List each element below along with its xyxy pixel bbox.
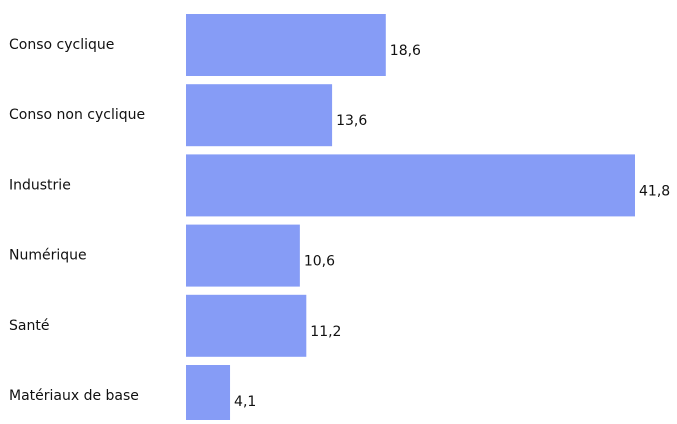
category-label-conso-cyclique: Conso cyclique: [9, 37, 114, 53]
category-label-sante: Santé: [9, 318, 49, 334]
value-label-conso-cyclique: 18,6: [390, 43, 421, 59]
value-label-numerique: 10,6: [304, 254, 335, 270]
value-labels-group: 18,6 13,6 41,8 10,6 11,2 4,1: [234, 43, 670, 410]
bars-group: [186, 14, 635, 424]
value-label-materiaux-de-base: 4,1: [234, 394, 256, 410]
category-label-industrie: Industrie: [9, 177, 71, 193]
bar-numerique: [186, 224, 300, 287]
bar-conso-cyclique: [186, 14, 386, 76]
bar-sante: [186, 294, 307, 357]
value-label-sante: 11,2: [310, 324, 341, 340]
category-label-conso-non-cyclique: Conso non cyclique: [9, 107, 145, 123]
value-label-industrie: 41,8: [639, 183, 670, 199]
bar-conso-non-cyclique: [186, 84, 333, 147]
bar-industrie: [186, 154, 635, 217]
category-labels-group: Conso cyclique Conso non cyclique Industri…: [9, 37, 145, 404]
value-label-conso-non-cyclique: 13,6: [336, 113, 367, 129]
bar-materiaux-de-base: [186, 365, 231, 424]
category-label-numerique: Numérique: [9, 248, 87, 264]
category-label-materiaux-de-base: Matériaux de base: [9, 388, 139, 404]
